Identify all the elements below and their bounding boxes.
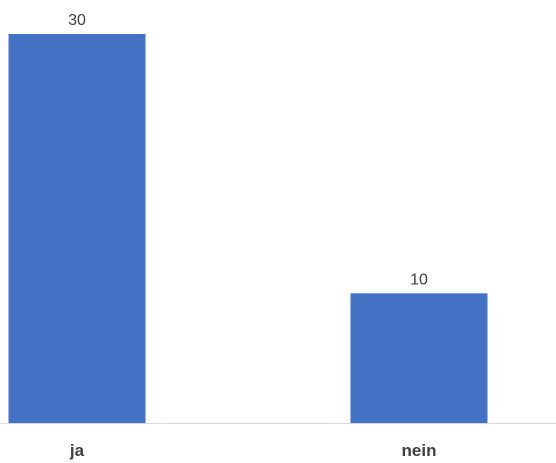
- x-tick-label-nein: nein: [402, 441, 437, 460]
- bars-layer: [8, 34, 488, 423]
- data-label-ja: 30: [68, 12, 86, 29]
- bar-ja: [8, 34, 146, 423]
- labels-layer: 30 ja 10 nein: [68, 12, 436, 460]
- bar-nein: [350, 293, 488, 423]
- x-tick-label-ja: ja: [69, 441, 85, 460]
- data-label-nein: 10: [410, 271, 428, 288]
